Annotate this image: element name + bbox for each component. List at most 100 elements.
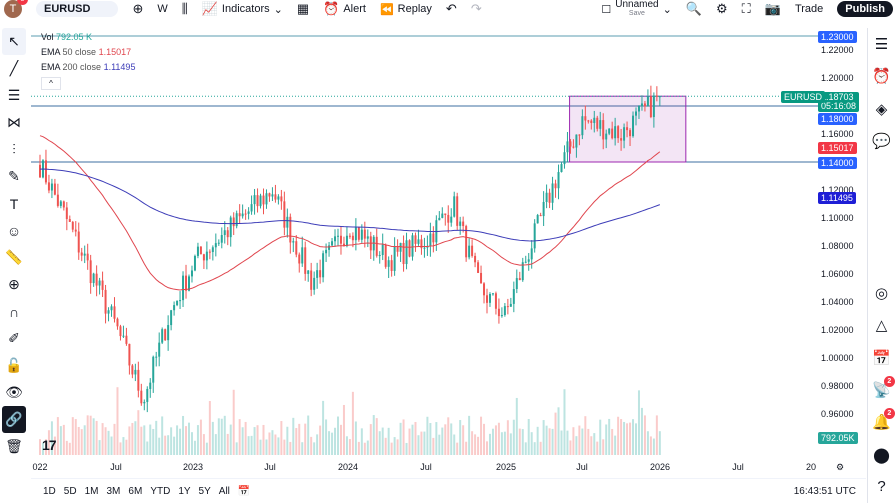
apps-icon[interactable]: ⬤ [873, 446, 890, 464]
range-6m[interactable]: 6M [128, 485, 143, 497]
target-icon[interactable]: ◎ [874, 285, 889, 303]
candle-body [220, 235, 223, 243]
fullscreen-icon[interactable]: ⛶ [741, 1, 751, 16]
price-tag-ema50: 1.15017 [818, 142, 857, 154]
ideas-icon[interactable]: 📡 2 [872, 374, 895, 406]
avatar[interactable]: T5 [4, 0, 28, 18]
volume-bar [286, 426, 289, 455]
volume-bar [137, 410, 140, 455]
magnet-icon[interactable]: ∩ [8, 303, 20, 320]
layout-button[interactable]: ☐ Unnamed Save ⌄ [601, 0, 672, 17]
clock[interactable]: 16:43:51 UTC [793, 485, 856, 497]
candle-body [441, 213, 444, 218]
candle-body [179, 300, 182, 302]
candle-body [605, 133, 608, 140]
candle-body [80, 252, 83, 256]
volume-bar [602, 439, 605, 455]
candle-body [593, 117, 596, 124]
volume-bar [164, 435, 167, 455]
chevron-down-icon[interactable]: ⌄ [273, 3, 283, 16]
range-all[interactable]: All [218, 485, 230, 497]
link-icon[interactable]: 🔗 [2, 406, 26, 433]
text-icon[interactable]: T [9, 195, 19, 212]
candle-body [182, 275, 185, 301]
alert-button[interactable]: ⏰ Alert [323, 1, 366, 16]
candle-body [554, 183, 557, 189]
calendar-icon[interactable]: 📅 [872, 349, 891, 367]
candle-body [527, 259, 530, 262]
notifications-icon[interactable]: 🔔 2 [872, 406, 895, 438]
emoji-icon[interactable]: ☺ [6, 222, 22, 239]
cursor-icon[interactable]: ↖ [2, 28, 26, 55]
candle-body [420, 239, 423, 249]
volume-bar [486, 441, 488, 455]
volume-bar [399, 422, 402, 455]
range-3m[interactable]: 3M [106, 485, 121, 497]
volume-bar [337, 416, 339, 455]
candle-body [313, 277, 316, 290]
price-chart[interactable] [31, 25, 856, 460]
undo-icon[interactable]: ↶ [445, 1, 457, 16]
compare-add-icon[interactable]: ⊕ [132, 1, 144, 16]
ruler-icon[interactable]: 📏 [5, 249, 23, 265]
volume-bar [632, 419, 635, 455]
collapse-legend-button[interactable]: ^ [41, 77, 61, 90]
candle-body [533, 223, 536, 249]
candle-type-icon[interactable]: ⫼ [181, 1, 188, 16]
publish-button[interactable]: Publish [837, 1, 893, 17]
volume-bar [152, 428, 155, 455]
range-1y[interactable]: 1Y [178, 485, 191, 497]
volume-bar [280, 421, 283, 455]
time-axis[interactable]: 022 Jul 2023 Jul 2024 Jul 2025 Jul 2026 Jul 20 ⚙ [31, 460, 856, 474]
camera-icon[interactable]: 📷 [764, 1, 781, 16]
volume-bar [53, 436, 56, 455]
axis-settings-icon[interactable]: ⚙ [835, 462, 845, 472]
templates-icon[interactable]: ▦ [296, 1, 310, 16]
quick-search-icon[interactable]: 🔍 [685, 1, 702, 16]
redo-icon[interactable]: ↷ [470, 1, 482, 16]
eye-icon[interactable]: 👁 [5, 384, 23, 400]
candle-body [271, 194, 274, 197]
fib-icon[interactable]: ☰ [7, 87, 21, 103]
chat-icon[interactable]: 💬 [872, 132, 891, 150]
time-tick: Jul [732, 462, 744, 472]
candle-body [125, 335, 128, 344]
replay-button[interactable]: ⏪ Replay [379, 3, 432, 16]
interval-button[interactable]: W [157, 3, 168, 15]
range-ytd[interactable]: YTD [150, 485, 171, 497]
forecast-icon[interactable]: ⫶ [12, 141, 16, 157]
lock-icon[interactable]: 🔓 [5, 357, 23, 373]
volume-bar [459, 420, 462, 455]
zoom-in-icon[interactable]: ⊕ [8, 276, 20, 292]
price-tick: 0.96000 [821, 409, 854, 419]
layers-icon[interactable]: ◈ [875, 100, 888, 118]
lock-drawing-icon[interactable]: ✐ [8, 330, 20, 346]
range-1d[interactable]: 1D [43, 485, 56, 497]
volume-bar [658, 431, 661, 455]
brush-icon[interactable]: ✎ [8, 168, 20, 184]
candle-body [250, 204, 253, 212]
trend-line-icon[interactable]: ╱ [9, 60, 19, 76]
trash-icon[interactable]: 🗑 [5, 438, 23, 454]
volume-bar [411, 424, 414, 455]
price-tick: 1.06000 [821, 269, 854, 279]
notification-badge: 5 [17, 0, 28, 5]
goto-date-icon[interactable]: 📅 [237, 485, 251, 497]
indicators-button[interactable]: 📈 Indicators ⌄ [201, 1, 283, 16]
watchlist-icon[interactable]: ☰ [874, 36, 889, 54]
candle-body [423, 247, 426, 249]
volume-bar [110, 436, 113, 455]
range-5d[interactable]: 5D [63, 485, 77, 497]
range-5y[interactable]: 5Y [198, 485, 211, 497]
volume-bar [319, 425, 322, 455]
alerts-icon[interactable]: ⏰ [872, 68, 891, 86]
candle-body [289, 216, 292, 243]
triangle-icon[interactable]: △ [875, 317, 888, 335]
settings-icon[interactable]: ⚙ [715, 1, 728, 16]
pattern-icon[interactable]: ⋈ [7, 114, 21, 130]
range-1m[interactable]: 1M [84, 485, 99, 497]
symbol-search[interactable]: EURUSD [36, 1, 119, 17]
volume-bar [188, 422, 190, 455]
trade-button[interactable]: Trade [794, 3, 824, 15]
help-icon[interactable]: ? [877, 478, 886, 496]
